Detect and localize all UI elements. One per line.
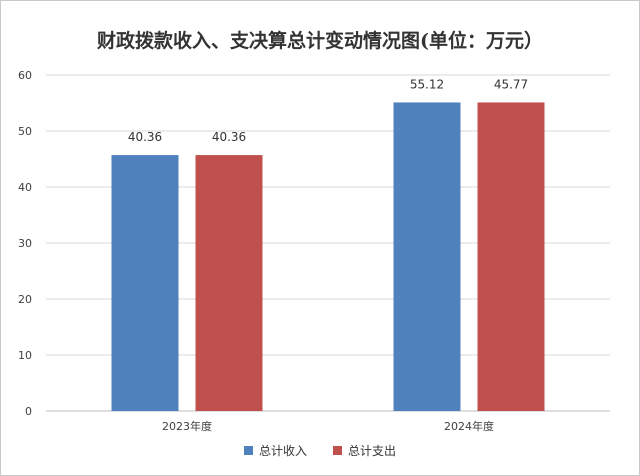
legend-label-expense: 总计支出 xyxy=(348,444,397,458)
legend-label-income: 总计收入 xyxy=(258,444,307,458)
legend: 总计收入 总计支出 xyxy=(0,442,640,459)
y-tick-label: 50 xyxy=(18,125,32,138)
x-tick-label-1: 2024年度 xyxy=(444,419,494,433)
label-layer: 40.36 40.36 55.12 45.77 xyxy=(128,77,528,144)
data-label-expense-1: 45.77 xyxy=(494,77,528,91)
legend-swatch-expense xyxy=(333,446,342,455)
bar-income-1 xyxy=(393,102,461,411)
bar-income-0 xyxy=(111,155,179,411)
y-tick-label: 20 xyxy=(18,293,32,306)
y-tick-label: 0 xyxy=(25,405,32,418)
bar-layer xyxy=(111,102,545,411)
y-tick-label: 30 xyxy=(18,237,32,250)
legend-item-income: 总计收入 xyxy=(243,442,307,459)
legend-swatch-income xyxy=(243,446,253,455)
data-label-expense-0: 40.36 xyxy=(212,130,246,144)
y-tick-label: 60 xyxy=(18,69,32,82)
chart-title: 财政拨款收入、支决算总计变动情况图(单位：万元） xyxy=(97,30,543,52)
y-tick-label: 10 xyxy=(18,349,32,362)
bar-expense-0 xyxy=(195,155,263,411)
bar-expense-1 xyxy=(477,102,545,411)
legend-item-expense: 总计支出 xyxy=(333,442,396,459)
data-label-income-0: 40.36 xyxy=(128,130,162,144)
data-label-income-1: 55.12 xyxy=(410,77,444,91)
x-tick-label-0: 2023年度 xyxy=(162,419,212,433)
y-tick-label: 40 xyxy=(18,181,32,194)
